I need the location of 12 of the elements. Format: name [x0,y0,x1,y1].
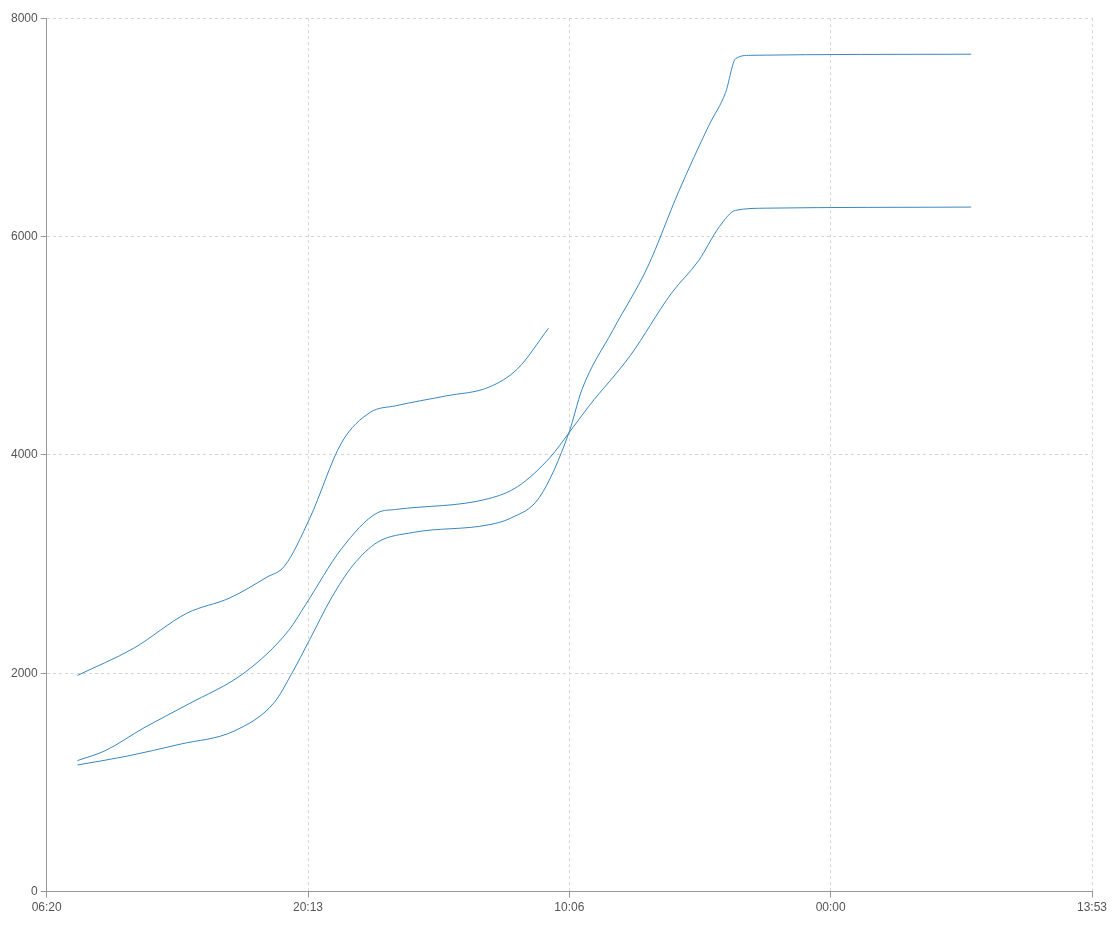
y-tick-label: 6000 [10,228,39,243]
x-tick-label: 06:20 [31,900,63,915]
x-tick-label: 10:06 [554,900,585,915]
y-tick-label: 0 [31,883,39,898]
x-tick-label: 20:13 [293,900,324,915]
line-series [76,327,549,676]
x-tick-label: 00:00 [815,900,847,915]
line-series [76,53,972,766]
y-tick-label: 2000 [10,665,39,680]
x-tick-label: 13:53 [1076,900,1108,915]
y-tick-label: 4000 [10,447,39,462]
y-tick-label: 8000 [10,10,39,25]
